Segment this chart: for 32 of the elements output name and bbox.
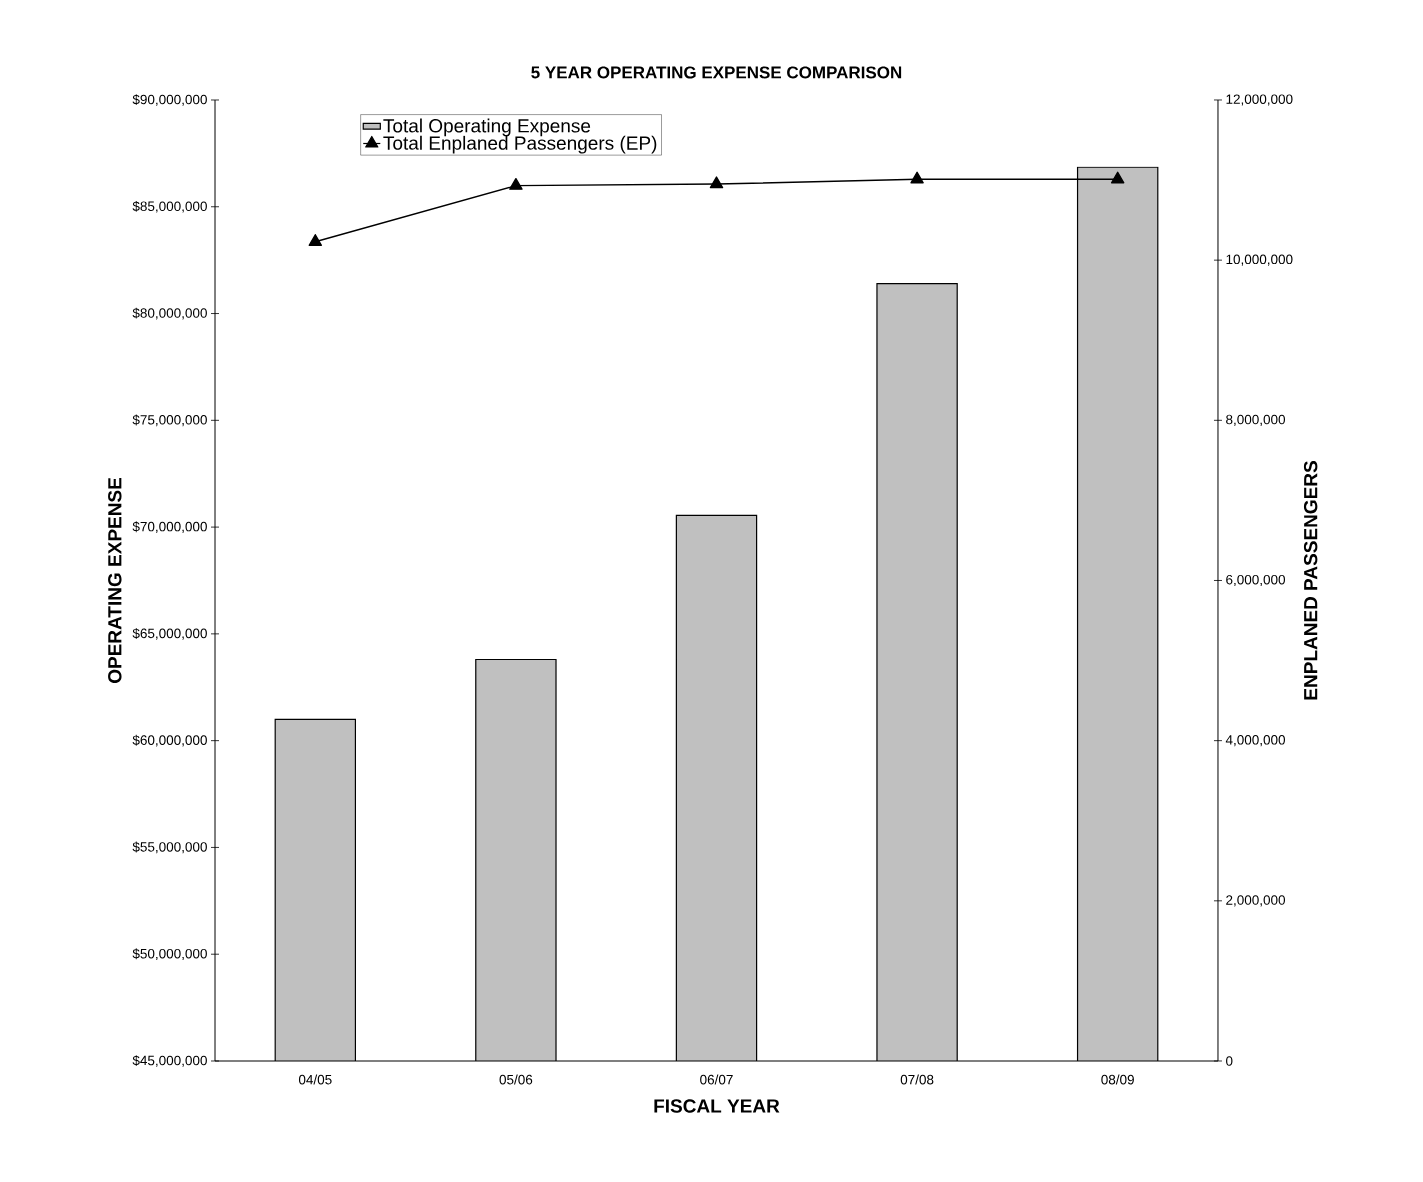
x-tick-label: 07/08: [900, 1074, 934, 1085]
x-axis-title: FISCAL YEAR: [654, 1099, 780, 1113]
y-tick-label: $65,000,000: [132, 628, 207, 640]
y2-tick-label: 2,000,000: [1226, 895, 1286, 907]
x-tick-label: 05/06: [499, 1074, 533, 1085]
y-tick-label: $90,000,000: [132, 94, 207, 106]
y-tick-label: $45,000,000: [132, 1055, 207, 1067]
y2-tick-label: 12,000,000: [1226, 94, 1293, 106]
y-tick-label: $80,000,000: [132, 307, 207, 320]
y-tick-label: $75,000,000: [132, 414, 207, 427]
y2-axis-title: ENPLANED PASSENGERS: [1303, 461, 1318, 700]
y2-tick-label: 10,000,000: [1226, 254, 1293, 266]
x-tick-label: 08/09: [1101, 1074, 1134, 1085]
y-tick-label: $70,000,000: [132, 521, 207, 533]
y2-tick-label: 6,000,000: [1226, 574, 1286, 587]
point: [509, 177, 523, 190]
point: [1110, 171, 1125, 184]
legend-label: Total Enplaned Passengers (EP): [383, 135, 657, 154]
y-tick-label: $50,000,000: [132, 948, 207, 961]
chart-title: 5 YEAR OPERATING EXPENSE COMPARISON: [531, 66, 902, 79]
y2-tick-label: 0: [1226, 1056, 1233, 1066]
y2-tick-label: 4,000,000: [1225, 735, 1286, 747]
y-tick-label: $60,000,000: [132, 734, 207, 747]
x-tick-label: 06/07: [700, 1074, 733, 1085]
point: [709, 176, 724, 189]
y-axis-title: OPERATING EXPENSE: [108, 477, 122, 683]
y2-tick-label: 8,000,000: [1226, 414, 1286, 426]
y-tick-label: $85,000,000: [132, 200, 207, 213]
point: [910, 171, 924, 184]
x-tick-label: 04/05: [298, 1074, 332, 1085]
point: [308, 234, 323, 246]
y-tick-label: $55,000,000: [132, 841, 207, 854]
